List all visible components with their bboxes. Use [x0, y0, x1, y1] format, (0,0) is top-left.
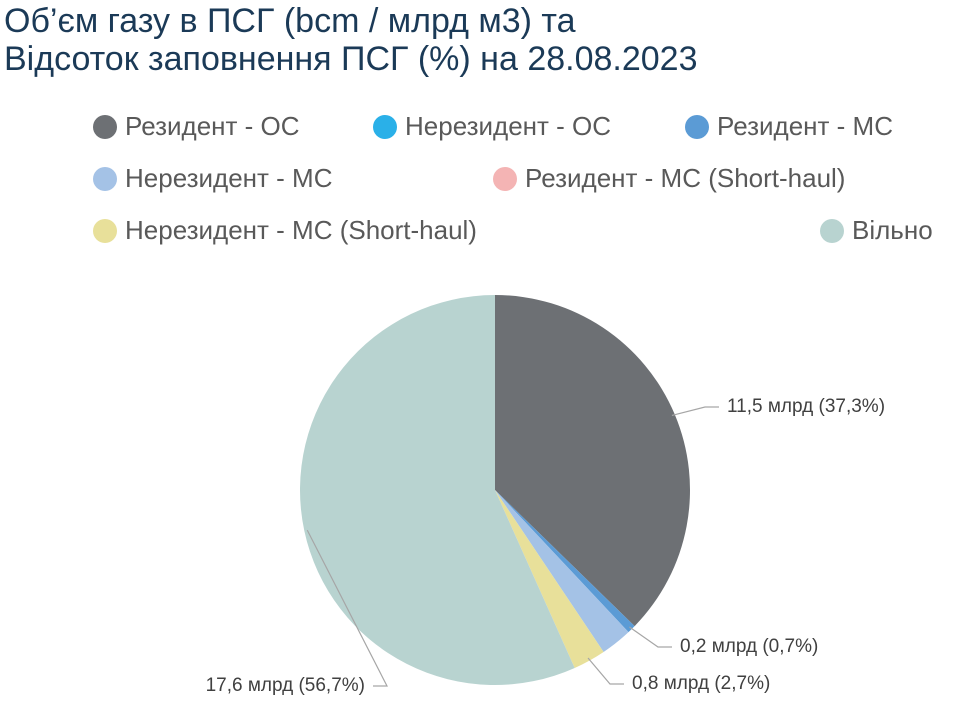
- pie-slice: [300, 295, 575, 685]
- pie-slice: [495, 490, 635, 633]
- leader-line: [629, 626, 672, 648]
- legend-label: Резидент - ОС: [125, 111, 300, 141]
- data-label: 0,8 млрд (2,7%): [632, 673, 770, 694]
- data-label: 17,6 млрд (56,7%): [206, 675, 365, 696]
- legend-label: Резидент - МС (Short-haul): [525, 163, 845, 193]
- legend-marker: [93, 167, 117, 191]
- pie-slice: [495, 490, 629, 652]
- leader-line: [587, 657, 624, 685]
- legend-marker: [493, 167, 517, 191]
- legend-marker: [373, 115, 397, 139]
- legend-label: Нерезидент - МС (Short-haul): [125, 215, 477, 245]
- legend-label: Нерезидент - МС: [125, 163, 332, 193]
- legend-marker: [93, 219, 117, 243]
- data-label: 11,5 млрд (37,3%): [727, 396, 885, 417]
- pie-slice: [495, 490, 604, 668]
- leader-line: [306, 529, 388, 687]
- chart-title: Об’єм газу в ПСГ (bcm / млрд м3) та Відс…: [4, 2, 698, 78]
- legend-marker: [820, 219, 844, 243]
- leader-line: [671, 406, 719, 416]
- legend-label: Резидент - МС: [717, 111, 893, 141]
- legend-marker: [685, 115, 709, 139]
- data-label: 0,2 млрд (0,7%): [680, 636, 818, 657]
- pie-slice: [495, 295, 691, 627]
- legend-label: Вільно: [852, 215, 933, 245]
- legend-marker: [93, 115, 117, 139]
- legend-label: Нерезидент - ОС: [405, 111, 611, 141]
